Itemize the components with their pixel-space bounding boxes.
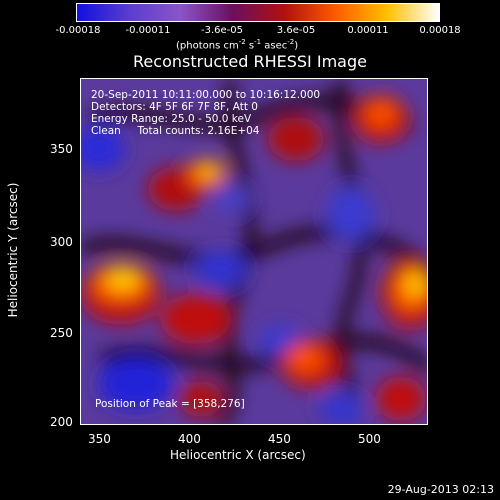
colorbar-tick: 0.00018 — [419, 25, 461, 36]
y-tick: 300 — [50, 235, 73, 249]
y-axis-label: Heliocentric Y (arcsec) — [6, 182, 20, 318]
x-tick: 350 — [88, 432, 111, 446]
colorbar-tick: 0.00011 — [347, 25, 389, 36]
image-title: Reconstructed RHESSI Image — [133, 52, 367, 71]
image-canvas — [81, 79, 427, 424]
rhessi-image: 20-Sep-2011 10:11:00.000 to 10:16:12.000… — [80, 78, 428, 425]
x-tick: 450 — [268, 432, 291, 446]
colorbar-units: (photons cm-2 s-1 asec-2) — [176, 38, 299, 52]
x-tick: 500 — [358, 432, 381, 446]
y-tick: 250 — [50, 326, 73, 340]
timestamp: 29-Aug-2013 02:13 — [387, 483, 494, 496]
colorbar — [76, 3, 440, 22]
x-axis-label: Heliocentric X (arcsec) — [170, 448, 306, 462]
colorbar-tick: -0.00018 — [55, 25, 101, 36]
colorbar-gradient — [76, 3, 440, 22]
observation-info: 20-Sep-2011 10:11:00.000 to 10:16:12.000… — [91, 89, 321, 137]
y-tick: 350 — [50, 142, 73, 156]
colorbar-tick: 3.6e-05 — [276, 25, 316, 36]
y-tick: 200 — [50, 415, 73, 429]
colorbar-tick: -3.6e-05 — [201, 25, 243, 36]
colorbar-tick: -0.00011 — [125, 25, 171, 36]
x-tick: 400 — [178, 432, 201, 446]
peak-position: Position of Peak = [358,276] — [95, 398, 245, 410]
